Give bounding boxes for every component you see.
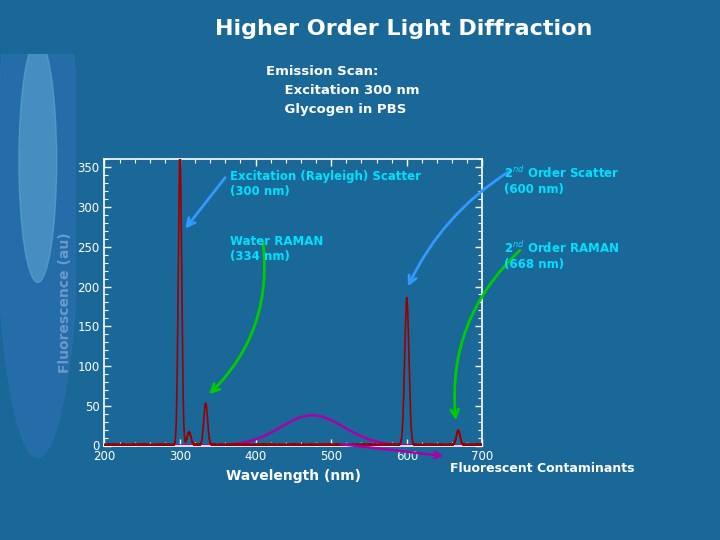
Text: Excitation 300 nm: Excitation 300 nm [266,84,420,97]
Text: Water RAMAN
(334 nm): Water RAMAN (334 nm) [230,235,324,263]
Text: 2$^{nd}$ Order Scatter
(600 nm): 2$^{nd}$ Order Scatter (600 nm) [504,165,619,195]
Text: Higher Order Light Diffraction: Higher Order Light Diffraction [215,19,592,39]
Circle shape [19,39,57,282]
Text: Emission Scan:: Emission Scan: [266,65,379,78]
Y-axis label: Fluorescence (au): Fluorescence (au) [58,232,72,373]
Text: Fluorescent Contaminants: Fluorescent Contaminants [450,462,634,475]
Circle shape [0,0,79,457]
X-axis label: Wavelength (nm): Wavelength (nm) [226,469,361,483]
Text: Glycogen in PBS: Glycogen in PBS [266,103,407,116]
Text: Excitation (Rayleigh) Scatter
(300 nm): Excitation (Rayleigh) Scatter (300 nm) [230,170,421,198]
Text: 2$^{nd}$ Order RAMAN
(668 nm): 2$^{nd}$ Order RAMAN (668 nm) [504,240,619,271]
